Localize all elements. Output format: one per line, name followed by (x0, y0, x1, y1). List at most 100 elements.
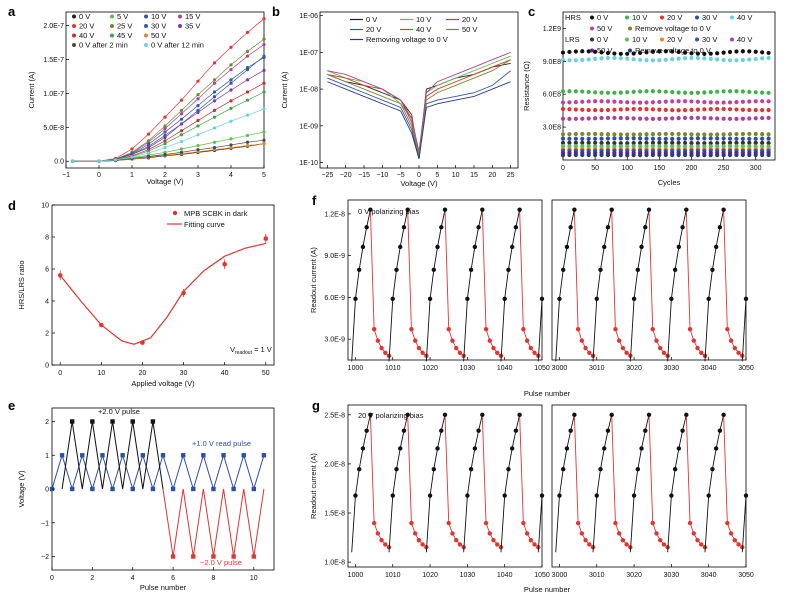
panel-c-lrs-point (573, 140, 578, 145)
panel-c-hrs-point (580, 49, 585, 54)
panel-c-hrs-point (599, 132, 604, 137)
panel-f-ytick-label: 1.2E-8 (324, 211, 345, 218)
panel-a-point (229, 63, 233, 67)
panel-c-lrs-point (715, 153, 720, 158)
panel-c-lrs-point (753, 152, 758, 158)
panel-g-set-point (517, 412, 522, 418)
panel-c-hrs-point (708, 51, 713, 56)
panel-d-point (181, 290, 186, 296)
panel-g-set-point (643, 428, 648, 433)
panel-g-reset-point (650, 520, 655, 526)
panel-c-xlabel: Cycles (658, 178, 681, 187)
panel-f-reset-point (616, 338, 622, 343)
panel-g-xtick-label: 1000 (348, 572, 364, 579)
panel-c-lrs-legend-label: 30 V (702, 35, 717, 44)
panel-f-set-line (500, 209, 521, 362)
panel-c-hrs-point (740, 89, 745, 94)
panel-f-set-point (517, 207, 522, 212)
panel-c-hrs-point (612, 99, 617, 104)
panel-e-ytick-label: 1 (45, 453, 49, 460)
panel-c-lrs-point (637, 116, 643, 121)
panel-c-lrs-point (618, 141, 623, 146)
panel-f-set-line (463, 209, 483, 362)
panel-g-reset-line (407, 414, 427, 548)
panel-e-read-marker (110, 486, 115, 492)
panel-c-hrs-point (593, 49, 598, 54)
panel-c-hrs-point (625, 136, 630, 141)
panel-c-hrs-point (560, 106, 566, 112)
panel-c-lrs-legend-label: 50 V (597, 46, 612, 55)
panel-c-lrs-point (747, 140, 752, 145)
panel-f-set-point (609, 207, 614, 212)
panel-b-label: b (272, 4, 280, 19)
panel-c-hrs-legend-label: 10 V (632, 13, 647, 22)
panel-c-hrs-point (715, 51, 720, 56)
panel-f-set-point (672, 267, 678, 272)
panel-g-xtick-label: 3030 (664, 572, 680, 579)
panel-d-xlabel: Applied voltage (V) (131, 379, 195, 388)
panel-c-lrs-point (734, 152, 739, 158)
panel-c-xtick-label: 0 (561, 165, 565, 172)
panel-d-point (140, 340, 145, 345)
panel-f-reset-point (532, 350, 537, 355)
panel-a-xlabel: Voltage (V) (146, 177, 184, 186)
panel-f-reset-point (409, 326, 414, 332)
panel-f-set-point (639, 244, 644, 250)
panel-g-reset-line (573, 414, 594, 548)
panel-c-hrs-point (560, 50, 566, 55)
panel-c-hrs-point (676, 49, 681, 55)
panel-f-xtick-label: 3020 (626, 365, 642, 372)
panel-f-reset-line (481, 209, 502, 357)
panel-g-set-point (394, 467, 399, 472)
panel-c-lrs-point (702, 153, 707, 158)
panel-a-point (179, 147, 184, 151)
panel-a-legend-label: 45 V (117, 31, 132, 40)
panel-f-set-point (635, 267, 641, 272)
panel-a-point (212, 126, 217, 130)
panel-f-set-point (509, 244, 515, 250)
panel-g-set-point (598, 467, 603, 472)
panel-a-series-line (72, 55, 265, 162)
panel-c-lrs-point (631, 116, 636, 121)
panel-c-hrs-point (625, 56, 630, 61)
panel-f-xtick-label: 3000 (552, 365, 568, 372)
panel-a-ylabel: Current (A) (27, 71, 36, 109)
panel-e-xtick-label: 4 (131, 575, 135, 582)
panel-b-legend-label: Removing voltage to 0 V (366, 35, 448, 44)
panel-f-reset-point (483, 326, 489, 332)
panel-a-legend-label: 35 V (185, 22, 200, 31)
panel-d-legend-label: Fitting curve (184, 220, 225, 229)
panel-c-lrs-point (702, 115, 707, 121)
panel-a-legend-marker (72, 33, 76, 38)
panel-a-xtick-label: 2 (163, 172, 167, 179)
panel-g-reset-line (481, 414, 502, 548)
panel-c-xtick-label: 250 (718, 165, 730, 172)
panel-e-xtick-label: 10 (250, 575, 258, 582)
panel-f-ytick-label: 3.0E-9 (324, 337, 345, 344)
panel-a: −1 0 1 2 3 4 5 0.0 5.0E-8 1.0E-7 1.5E-7 2.0E-7 Volt… (27, 11, 266, 186)
panel-e-read-marker (180, 453, 186, 458)
panel-g-set-point (476, 428, 481, 433)
panel-c-lrs-point (740, 144, 745, 149)
panel-g-reset-line (369, 414, 390, 548)
panel-g-set-point (646, 412, 652, 418)
panel-f-set-point (435, 244, 440, 250)
panel-e-write-marker (90, 419, 95, 424)
panel-c-lrs-point (747, 116, 752, 121)
panel-g-reset-point (521, 520, 526, 526)
panel-g-set-point (631, 493, 637, 498)
panel-c-hrs-point (689, 136, 694, 141)
panel-c-hrs-point (644, 106, 649, 112)
panel-c-lrs-point (605, 152, 611, 158)
panel-g-reset-point (420, 542, 425, 547)
panel-c-lrs-point (760, 152, 765, 158)
panel-a-ytick-label: 5.0E-8 (43, 125, 64, 132)
panel-c-hrs-point (663, 99, 668, 104)
panel-g-reset-point (661, 542, 667, 547)
panel-e-erase-marker (170, 554, 176, 559)
panel-a-legend-marker (72, 24, 76, 28)
panel-e-xtick-label: 2 (90, 575, 94, 582)
panel-e-read-line (51, 453, 265, 491)
panel-c-hrs-point (637, 89, 643, 94)
panel-c-hrs-point (650, 107, 656, 112)
